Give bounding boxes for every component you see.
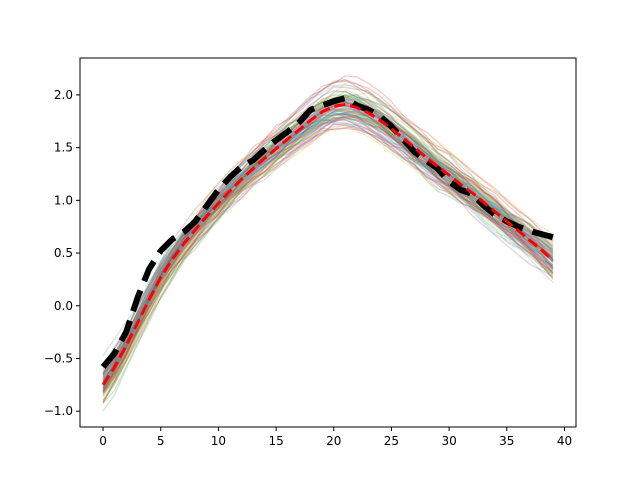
y-tick-label: 2.0 bbox=[54, 88, 73, 102]
ensemble-line bbox=[102, 112, 554, 404]
ensemble-line bbox=[102, 118, 554, 397]
x-tick-label: 10 bbox=[211, 434, 226, 448]
ensemble-line bbox=[102, 97, 554, 390]
plot-frame bbox=[79, 57, 577, 428]
ensemble-line bbox=[102, 111, 554, 391]
x-tick-label: 15 bbox=[268, 434, 283, 448]
ensemble-line bbox=[102, 104, 554, 378]
ensemble-line bbox=[102, 115, 554, 394]
ensemble-line bbox=[102, 94, 554, 378]
red-dashed-series-line bbox=[101, 102, 554, 386]
x-tick-label: 40 bbox=[557, 434, 572, 448]
ensemble-line bbox=[102, 113, 554, 390]
ensemble-line bbox=[102, 79, 554, 393]
ensemble-line bbox=[102, 78, 554, 370]
y-tick-label: 1.5 bbox=[54, 141, 73, 155]
ensemble-line bbox=[102, 98, 554, 383]
y-tick-label: −1.0 bbox=[44, 404, 73, 418]
ensemble-line bbox=[102, 86, 554, 392]
ensemble-line bbox=[102, 114, 554, 394]
ensemble-line bbox=[102, 80, 554, 388]
x-tick-label: 20 bbox=[326, 434, 341, 448]
x-tick-label: 25 bbox=[384, 434, 399, 448]
ensemble-line bbox=[102, 127, 554, 392]
x-tick-label: 30 bbox=[441, 434, 456, 448]
ensemble-line bbox=[102, 111, 554, 368]
ensemble-line bbox=[102, 117, 554, 404]
ensemble-line bbox=[102, 83, 554, 405]
black-dashed-series-line bbox=[100, 95, 554, 369]
ensemble-line bbox=[102, 116, 554, 391]
ensemble-line bbox=[102, 109, 554, 380]
ensemble-line bbox=[102, 94, 554, 374]
ensemble-line bbox=[102, 118, 554, 391]
ensemble-line bbox=[102, 113, 554, 380]
ensemble-line bbox=[102, 89, 554, 380]
x-tick-label: 5 bbox=[157, 434, 165, 448]
ensemble-line bbox=[102, 109, 554, 373]
ensemble-line bbox=[102, 93, 554, 376]
ensemble-line bbox=[102, 75, 554, 393]
y-tick-label: 0.0 bbox=[54, 299, 73, 313]
ensemble-line bbox=[102, 108, 554, 382]
x-tick-label: 35 bbox=[499, 434, 514, 448]
ensemble-line bbox=[102, 124, 554, 379]
y-axis: −1.0 −0.5 0.0 0.5 1.0 1.5 2.0 bbox=[44, 88, 80, 418]
ensemble-line bbox=[102, 125, 554, 385]
ensemble-line bbox=[102, 107, 554, 385]
y-tick-label: 0.5 bbox=[54, 246, 73, 260]
y-tick-label: 1.0 bbox=[54, 193, 73, 207]
ensemble-line bbox=[102, 112, 554, 403]
y-tick-label: −0.5 bbox=[44, 351, 73, 365]
highlight-series bbox=[100, 95, 554, 386]
x-tick-label: 0 bbox=[99, 434, 107, 448]
ensemble-line bbox=[102, 124, 554, 383]
ensemble-line bbox=[102, 94, 554, 386]
ensemble-line bbox=[102, 122, 554, 391]
ensemble-line bbox=[102, 115, 554, 383]
ensemble-line bbox=[102, 110, 554, 384]
x-axis: 0 5 10 15 20 25 30 35 40 bbox=[99, 427, 572, 448]
ensemble-line bbox=[102, 84, 554, 384]
ensemble-line bbox=[102, 117, 554, 356]
ensemble-line bbox=[102, 97, 554, 373]
ensemble-line bbox=[102, 89, 554, 380]
ensemble-line bbox=[102, 112, 554, 387]
